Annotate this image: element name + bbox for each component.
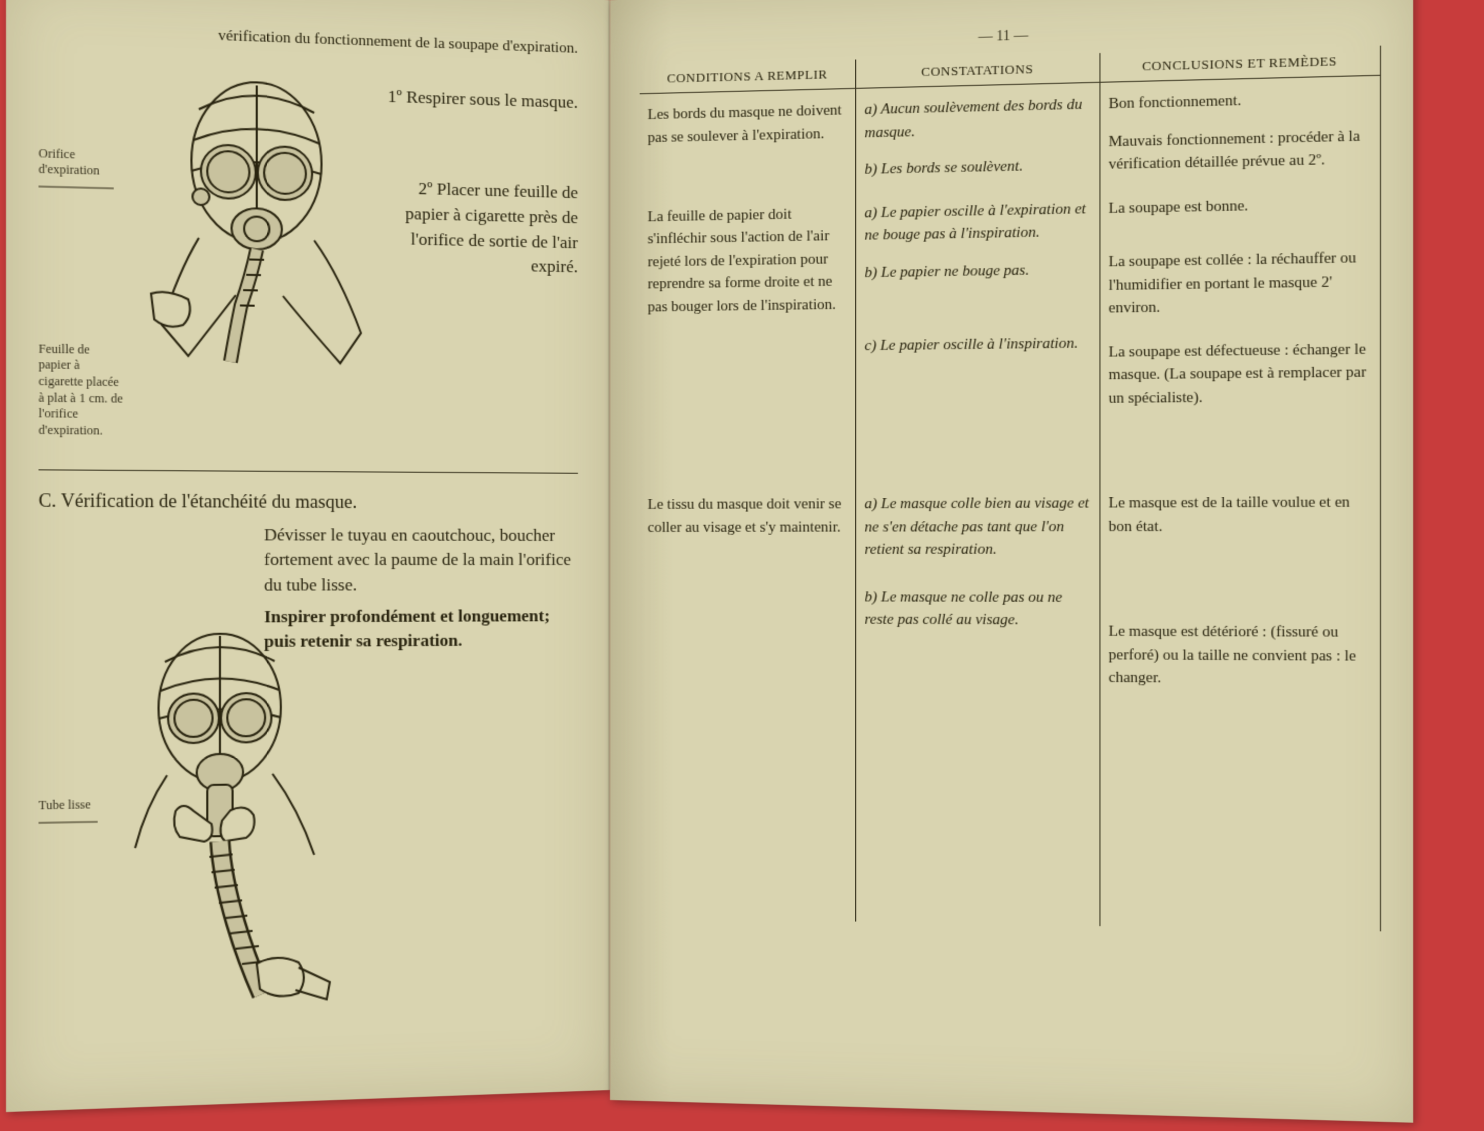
instr-1: 1º Respirer sous le masque.: [387, 84, 578, 115]
verification-table: CONDITIONS A REMPLIR CONSTATATIONS CONCL…: [640, 46, 1381, 931]
figure-1-caption: Feuille de papier à cigarette placée à p…: [39, 341, 125, 439]
gas-mask-figure-1-icon: [135, 55, 376, 368]
section-divider: [39, 470, 578, 474]
table-row-empty: [640, 697, 1381, 931]
cell-remedy: La soupape est bonne. La soupape est col…: [1100, 181, 1381, 420]
cell-remedy: Bon fonctionnement. Mauvais fonctionneme…: [1100, 75, 1381, 187]
cell-observation: a) Le papier oscille à l'expiration et n…: [856, 187, 1100, 422]
top-fragment: vérification du fonctionnement de la sou…: [103, 21, 578, 60]
tube-label: Tube lisse: [39, 797, 104, 814]
table-row: Le tissu du masque doit venir se coller …: [640, 481, 1381, 702]
table-row: La feuille de papier doit s'infléchir so…: [640, 181, 1381, 423]
book-spread: vérification du fonctionnement de la sou…: [30, 0, 1450, 1131]
table-spacer: [640, 418, 1381, 484]
figure-1-block: Orifice d'expiration Feuille de papier à…: [39, 52, 578, 443]
cell-remedy: Le masque est de la taille voulue et en …: [1100, 481, 1381, 702]
cell-observation: a) Le masque colle bien au visage et ne …: [856, 482, 1100, 700]
section-c-p1: Dévisser le tuyau en caoutchouc, boucher…: [264, 523, 578, 599]
gas-mask-figure-2-icon: [92, 620, 366, 1015]
cell-condition: Les bords du masque ne doivent pas se so…: [640, 88, 856, 196]
cell-condition: Le tissu du masque doit venir se coller …: [640, 483, 856, 698]
section-c-title: C. Vérification de l'étanchéité du masqu…: [39, 489, 578, 515]
cell-condition: La feuille de papier doit s'infléchir so…: [640, 192, 856, 424]
instr-2: 2º Placer une feuille de papier à cigare…: [387, 176, 578, 280]
orifice-label: Orifice d'expiration: [39, 146, 125, 179]
table-row: Les bords du masque ne doivent pas se so…: [640, 75, 1381, 196]
right-page: — 11 — CONDITIONS A REMPLIR CONSTATATION…: [610, 0, 1413, 1123]
label-pointer-icon: [39, 182, 114, 192]
left-page: vérification du fonctionnement de la sou…: [6, 0, 610, 1112]
cell-observation: a) Aucun soulèvement des bords du masque…: [856, 82, 1100, 191]
label-pointer-icon: [39, 818, 98, 827]
